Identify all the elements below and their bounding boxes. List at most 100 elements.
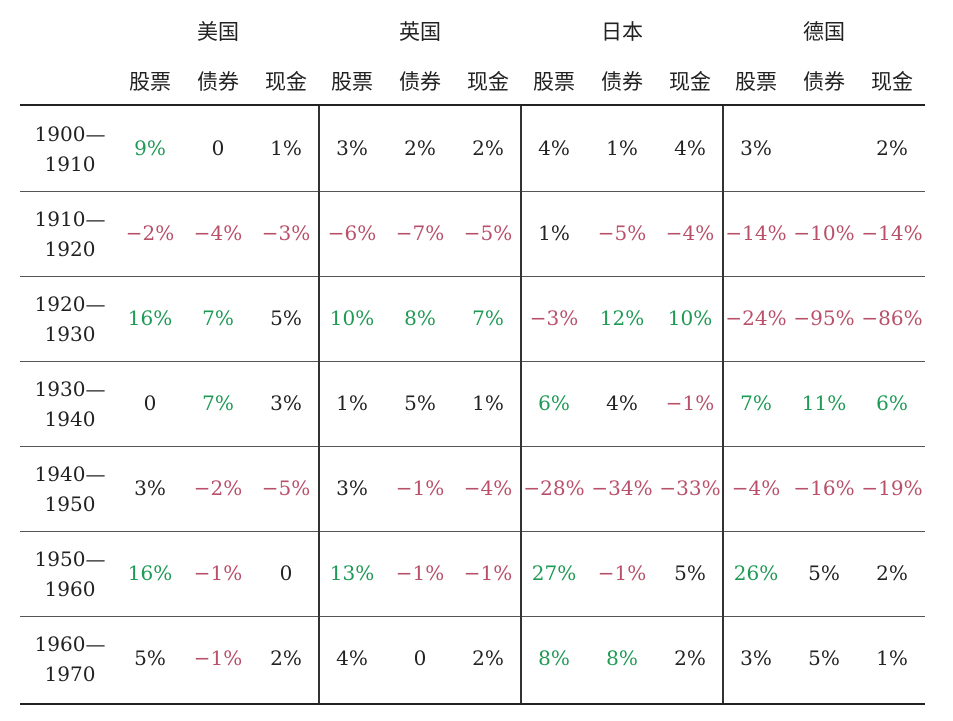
return-cell: −6% [327, 221, 377, 245]
return-cell: 3% [134, 476, 166, 500]
asset-header: 债券 [601, 70, 643, 94]
return-cell: 3% [336, 136, 368, 160]
asset-header: 债券 [399, 70, 441, 94]
asset-header: 现金 [467, 70, 509, 94]
return-cell: −4% [731, 476, 781, 500]
return-cell: 7% [740, 391, 772, 415]
return-cell: −1% [665, 391, 715, 415]
return-cell: 0 [413, 646, 427, 670]
row-separator [20, 616, 925, 617]
period-start: 1910— [34, 206, 106, 231]
return-cell: 1% [336, 391, 368, 415]
asset-header: 股票 [533, 70, 575, 94]
return-cell: 3% [336, 476, 368, 500]
return-cell: 3% [740, 136, 772, 160]
return-cell: −28% [523, 476, 585, 500]
return-cell: −14% [725, 221, 787, 245]
return-cell: −4% [665, 221, 715, 245]
return-cell: 5% [808, 646, 840, 670]
return-cell: −1% [463, 561, 513, 585]
asset-header: 现金 [669, 70, 711, 94]
return-cell: 8% [538, 646, 570, 670]
table-row: 1910— 1920 −2% −4% −3% −6% −7% −5% 1% −5% −4% −14% −… [20, 191, 925, 276]
return-cell [790, 106, 858, 191]
return-cell: 4% [336, 646, 368, 670]
group-separator [318, 106, 320, 703]
group-separator [520, 106, 522, 703]
return-cell: −1% [395, 561, 445, 585]
return-cell: 2% [472, 646, 504, 670]
table-bottom-rule [20, 703, 925, 705]
return-cell: −5% [463, 221, 513, 245]
row-separator [20, 446, 925, 447]
asset-header: 债券 [197, 70, 239, 94]
return-cell: 5% [674, 561, 706, 585]
return-cell: 7% [472, 306, 504, 330]
return-cell: 9% [134, 136, 166, 160]
return-cell: 10% [667, 306, 713, 330]
return-cell: 6% [538, 391, 570, 415]
period-start: 1950— [34, 546, 106, 571]
table-row: 1900— 1910 9% 0 1% 3% 2% 2% 4% 1% 4% 3% 2% [20, 106, 925, 191]
period-label: 1910— 1920 [20, 191, 120, 276]
return-cell: 8% [404, 306, 436, 330]
return-cell: −2% [193, 476, 243, 500]
period-end: 1960 [44, 576, 96, 601]
return-cell: −5% [261, 476, 311, 500]
table-row: 1950— 1960 16% −1% 0 13% −1% −1% 27% −1% 5% 26% 5% 2% [20, 531, 925, 616]
return-cell: 5% [808, 561, 840, 585]
return-cell: −5% [597, 221, 647, 245]
period-end: 1930 [44, 321, 96, 346]
period-label: 1960— 1970 [20, 616, 120, 701]
country-header: 德国 [803, 20, 845, 44]
return-cell: 2% [472, 136, 504, 160]
return-cell: −33% [659, 476, 721, 500]
return-cell: 10% [329, 306, 375, 330]
return-cell: 2% [270, 646, 302, 670]
return-cell: 26% [733, 561, 779, 585]
return-cell: −95% [793, 306, 855, 330]
return-cell: −1% [193, 646, 243, 670]
country-header: 英国 [399, 20, 441, 44]
return-cell: −1% [597, 561, 647, 585]
return-cell: 12% [599, 306, 645, 330]
period-label: 1930— 1940 [20, 361, 120, 446]
return-cell: 1% [876, 646, 908, 670]
return-cell: 27% [531, 561, 577, 585]
return-cell: 2% [876, 561, 908, 585]
period-start: 1900— [34, 121, 106, 146]
return-cell: 4% [538, 136, 570, 160]
row-separator [20, 531, 925, 532]
return-cell: 1% [606, 136, 638, 160]
period-end: 1910 [44, 151, 96, 176]
asset-header: 现金 [871, 70, 913, 94]
period-start: 1920— [34, 291, 106, 316]
return-cell: 16% [127, 306, 173, 330]
return-cell: 7% [202, 306, 234, 330]
return-cell: 5% [134, 646, 166, 670]
period-label: 1950— 1960 [20, 531, 120, 616]
asset-header: 现金 [265, 70, 307, 94]
return-cell: −16% [793, 476, 855, 500]
return-cell: 4% [606, 391, 638, 415]
group-separator [722, 106, 724, 703]
period-start: 1930— [34, 376, 106, 401]
return-cell: −1% [193, 561, 243, 585]
country-header-row: 美国 英国 日本 德国 [0, 14, 953, 50]
return-cell: −7% [395, 221, 445, 245]
return-cell: −24% [725, 306, 787, 330]
return-cell: −86% [861, 306, 923, 330]
row-separator [20, 191, 925, 192]
table-row: 1920— 1930 16% 7% 5% 10% 8% 7% −3% 12% 10% −24% −95%… [20, 276, 925, 361]
return-cell: −4% [463, 476, 513, 500]
return-cell: 3% [270, 391, 302, 415]
period-label: 1920— 1930 [20, 276, 120, 361]
period-label: 1940— 1950 [20, 446, 120, 531]
return-cell: −3% [529, 306, 579, 330]
return-cell: −3% [261, 221, 311, 245]
table-row: 1930— 1940 0 7% 3% 1% 5% 1% 6% 4% −1% 7% 11% 6% [20, 361, 925, 446]
return-cell: −4% [193, 221, 243, 245]
table-row: 1960— 1970 5% −1% 2% 4% 0 2% 8% 8% 2% 3% 5% 1% [20, 616, 925, 701]
asset-header: 股票 [129, 70, 171, 94]
asset-header: 股票 [331, 70, 373, 94]
